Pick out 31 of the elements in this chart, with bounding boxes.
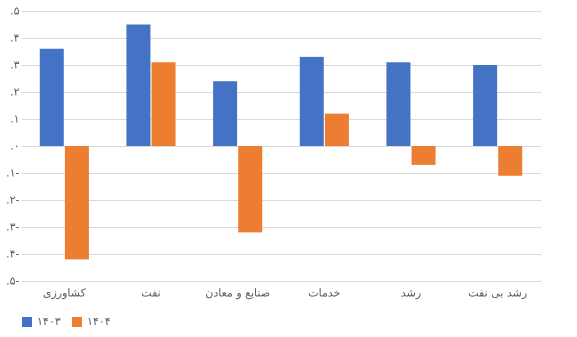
bar xyxy=(152,62,176,146)
bar xyxy=(238,146,262,232)
y-tick-label: .۱- xyxy=(6,166,20,180)
y-tick-label: .۳- xyxy=(6,220,20,234)
y-tick-label: .۴- xyxy=(6,248,20,260)
bar xyxy=(498,146,522,176)
x-tick-label: کشاورزی xyxy=(42,286,87,300)
legend-label: ۱۴۰۴ xyxy=(87,315,111,328)
bar xyxy=(473,65,498,146)
y-tick-label: .۵ xyxy=(10,4,20,18)
bar xyxy=(386,62,410,146)
bar xyxy=(300,56,324,146)
bar xyxy=(412,146,436,165)
x-tick-label: صنایع و معادن xyxy=(205,286,270,300)
x-tick-label: رشد xyxy=(400,286,422,300)
y-tick-label: .۲ xyxy=(10,86,20,98)
y-tick-label: .۱ xyxy=(10,112,20,126)
y-tick-label: .۵- xyxy=(6,274,20,288)
bar xyxy=(126,24,150,146)
bar xyxy=(40,48,64,146)
y-tick-label: .۲- xyxy=(6,194,20,206)
bar xyxy=(64,146,89,260)
x-tick-label: خدمات xyxy=(308,286,340,300)
bar xyxy=(213,81,238,146)
legend-label: ۱۴۰۳ xyxy=(37,315,61,328)
x-tick-label: رشد بی نفت xyxy=(468,286,528,300)
y-tick-label: .۴ xyxy=(10,32,20,44)
bar xyxy=(324,114,349,146)
y-tick-label: .۳ xyxy=(10,58,20,72)
x-tick-label: نفت xyxy=(141,286,161,300)
y-tick-label: .۰ xyxy=(10,140,20,152)
